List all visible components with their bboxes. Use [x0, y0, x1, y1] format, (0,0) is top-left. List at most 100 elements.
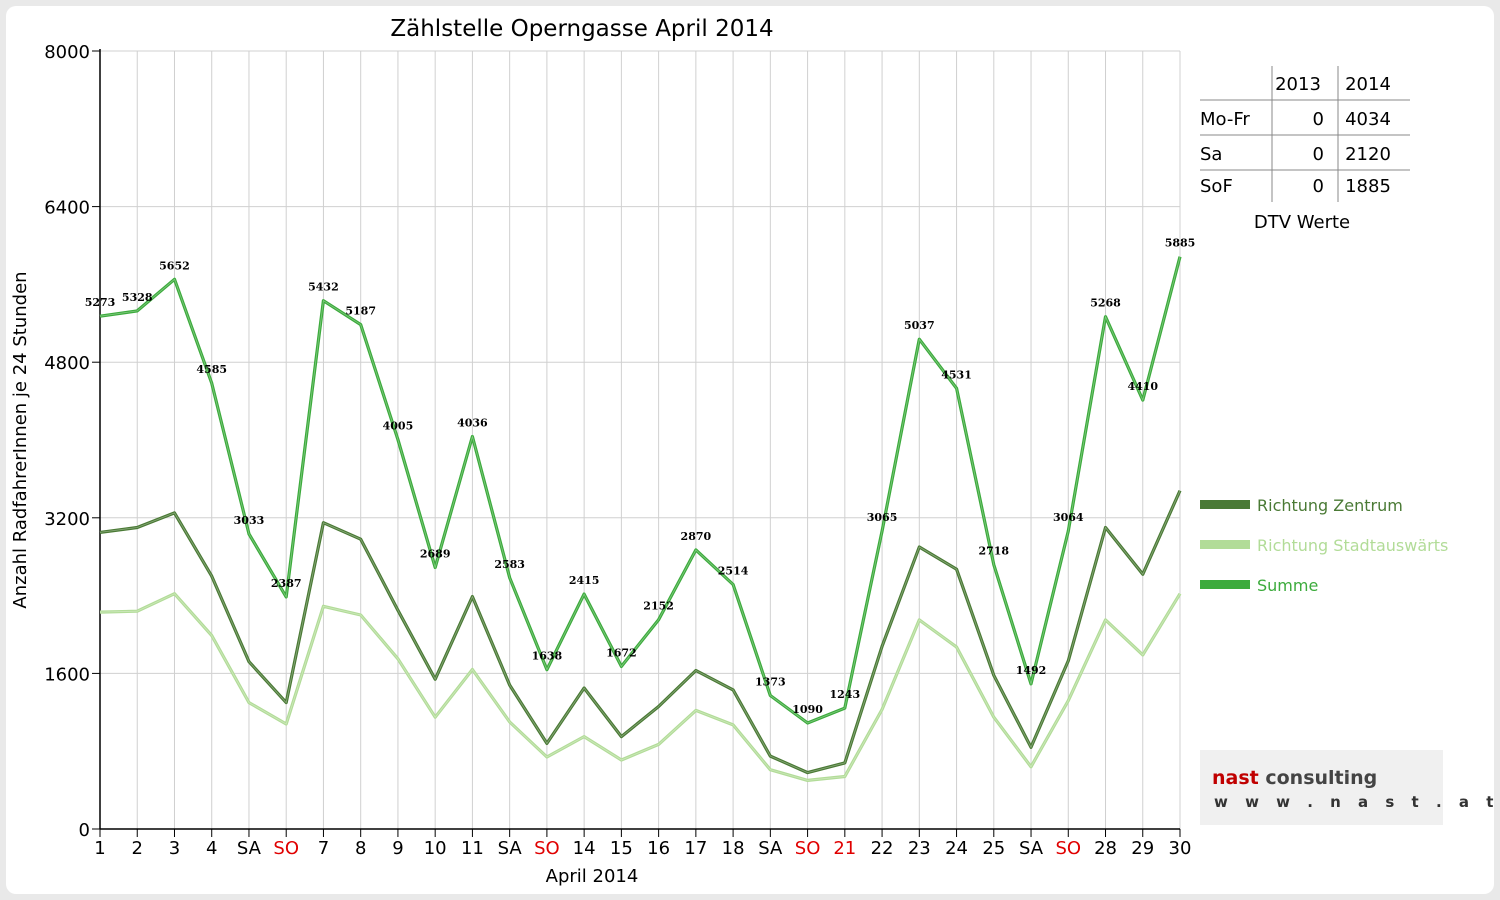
x-tick-label: 16	[647, 838, 670, 859]
x-tick-label: SO	[1055, 838, 1081, 859]
x-tick-label: SO	[273, 838, 299, 859]
data-label: 4585	[196, 363, 227, 376]
data-label: 4410	[1127, 380, 1158, 393]
data-label: 1638	[532, 650, 563, 663]
dtv-row-label: Mo-Fr	[1200, 109, 1250, 130]
data-label: 5187	[345, 305, 376, 318]
data-label: 2415	[569, 574, 600, 587]
legend-item-stadtauswaerts: Richtung Stadtauswärts	[1200, 536, 1448, 555]
nast-consulting-logo: nast consulting w w w . n a s t . a t	[1200, 750, 1499, 825]
legend-item-zentrum: Richtung Zentrum	[1200, 496, 1403, 515]
data-label: 1243	[830, 688, 861, 701]
data-label: 2689	[420, 547, 451, 560]
dtv-header-2013: 2013	[1275, 74, 1321, 95]
data-label: 1672	[606, 646, 637, 659]
series-line-highlight	[99, 490, 1181, 774]
data-labels: 5273 5328 5652 4585 3033 2387 5432 5187 4005 2689…	[85, 237, 1196, 716]
data-label: 1373	[755, 675, 786, 688]
data-label: 2152	[643, 600, 674, 613]
dtv-cell: 4034	[1345, 109, 1391, 130]
series-line-richtung-stadtausw-rts	[99, 592, 1182, 783]
data-label: 5328	[122, 291, 153, 304]
series-lines	[99, 256, 1182, 783]
x-tick-label: 8	[355, 838, 366, 859]
data-label: 4531	[941, 368, 972, 381]
legend-label-summe: Summe	[1257, 576, 1318, 595]
data-label: 4036	[457, 416, 488, 429]
x-tick-label: 17	[684, 838, 707, 859]
legend-swatch-summe	[1200, 580, 1250, 589]
data-label: 5885	[1165, 237, 1196, 250]
x-tick-label: 1	[94, 838, 105, 859]
data-label: 1090	[792, 703, 823, 716]
x-tick-label: 21	[833, 838, 856, 859]
dtv-cell: 1885	[1345, 176, 1391, 197]
logo-brand: nast consulting	[1212, 767, 1377, 789]
legend-label-zentrum: Richtung Zentrum	[1257, 496, 1403, 515]
x-tick-label: 23	[908, 838, 931, 859]
x-tick-label: SA	[758, 838, 783, 859]
y-tick-label: 6400	[44, 198, 90, 219]
y-tick-label: 0	[79, 820, 90, 841]
legend-swatch-stadtauswaerts	[1200, 540, 1250, 549]
data-label: 5432	[308, 281, 339, 294]
x-tick-label: SA	[1019, 838, 1044, 859]
grid-lines	[100, 50, 1181, 829]
series-line-richtung-zentrum	[99, 489, 1182, 775]
x-tick-label: 18	[722, 838, 745, 859]
data-label: 3033	[234, 514, 265, 527]
dtv-row-label: Sa	[1200, 144, 1222, 165]
x-tick-label: 3	[169, 838, 180, 859]
x-tick-label: 15	[610, 838, 633, 859]
y-tick-label: 8000	[44, 42, 90, 63]
x-tick-label: 14	[573, 838, 596, 859]
x-tick-label: SO	[534, 838, 560, 859]
x-tick-label: 9	[392, 838, 403, 859]
data-label: 3064	[1053, 511, 1084, 524]
x-tick-label: 24	[945, 838, 968, 859]
x-tick-label: 22	[871, 838, 894, 859]
logo-brand-part1: nast	[1212, 767, 1259, 789]
x-tick-label: SA	[498, 838, 523, 859]
data-label: 5652	[159, 259, 190, 272]
dtv-cell: 2120	[1345, 144, 1391, 165]
data-label: 2387	[271, 577, 302, 590]
y-tick-label: 4800	[44, 353, 90, 374]
data-label: 2718	[978, 545, 1009, 558]
dtv-cell: 0	[1313, 144, 1324, 165]
data-label: 2870	[681, 530, 712, 543]
data-label: 1492	[1016, 664, 1047, 677]
x-tick-label: 7	[318, 838, 329, 859]
y-tick-label: 3200	[44, 509, 90, 530]
dtv-row-label: SoF	[1200, 176, 1233, 197]
data-label: 4005	[383, 420, 414, 433]
logo-brand-part2: consulting	[1259, 767, 1378, 789]
legend-item-summe: Summe	[1200, 576, 1318, 595]
data-label: 3065	[867, 511, 898, 524]
y-tick-label: 1600	[44, 664, 90, 685]
series-line-highlight	[99, 593, 1181, 781]
dtv-header-2014: 2014	[1345, 74, 1391, 95]
data-label: 2583	[494, 558, 525, 571]
dtv-caption: DTV Werte	[1254, 212, 1350, 233]
dtv-table: 2013 2014 Mo-Fr 0 4034 Sa 0 2120 SoF 0 1…	[1200, 66, 1410, 233]
legend-label-stadtauswaerts: Richtung Stadtauswärts	[1257, 536, 1448, 555]
x-tick-label: 29	[1131, 838, 1154, 859]
x-tick-label: 28	[1094, 838, 1117, 859]
logo-url: w w w . n a s t . a t	[1214, 793, 1499, 811]
dtv-cell: 0	[1313, 176, 1324, 197]
x-tick-label: SA	[237, 838, 262, 859]
x-tick-label: 4	[206, 838, 217, 859]
series-line-summe	[99, 256, 1182, 725]
x-tick-label: 2	[132, 838, 143, 859]
dtv-cell: 0	[1313, 109, 1324, 130]
series-line-highlight	[99, 256, 1181, 724]
x-tick-label: 11	[461, 838, 484, 859]
legend-swatch-zentrum	[1200, 500, 1250, 509]
x-tick-label: 30	[1169, 838, 1192, 859]
data-label: 5273	[85, 296, 116, 309]
x-tick-label: SO	[795, 838, 821, 859]
x-tick-label: 10	[424, 838, 447, 859]
